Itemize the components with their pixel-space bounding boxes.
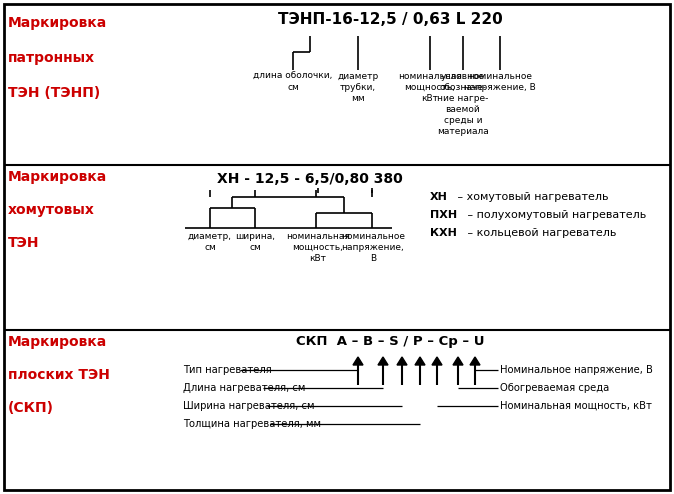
Text: Обогреваемая среда: Обогреваемая среда [500, 383, 609, 393]
Text: номинальное
напряжение,
В: номинальное напряжение, В [341, 232, 405, 263]
Text: Тип нагревателя: Тип нагревателя [183, 365, 272, 375]
Text: ПХН: ПХН [430, 210, 457, 220]
Text: Номинальная мощность, кВт: Номинальная мощность, кВт [500, 401, 652, 411]
Polygon shape [453, 357, 463, 365]
Text: длина оболочки,
см: длина оболочки, см [253, 72, 333, 92]
Bar [185, 193, 395, 238]
Text: Маркировка: Маркировка [8, 170, 107, 184]
Polygon shape [378, 357, 388, 365]
Polygon shape [432, 357, 442, 365]
Text: – полухомутовый нагреватель: – полухомутовый нагреватель [464, 210, 646, 220]
Polygon shape [415, 357, 425, 365]
Text: Толщина нагревателя, мм: Толщина нагревателя, мм [183, 419, 321, 429]
Text: Маркировка: Маркировка [8, 16, 107, 30]
Text: – кольцевой нагреватель: – кольцевой нагреватель [464, 228, 617, 238]
Text: Длина нагревателя, см: Длина нагревателя, см [183, 383, 305, 393]
Text: Маркировка: Маркировка [8, 335, 107, 349]
Text: условное
обозначе-
ние нагре-
ваемой
среды и
материала: условное обозначе- ние нагре- ваемой сре… [437, 72, 489, 136]
Text: диаметр,
см: диаметр, см [188, 232, 232, 252]
Text: Ширина нагревателя, см: Ширина нагревателя, см [183, 401, 315, 411]
Text: номинальная
мощность,
кВт: номинальная мощность, кВт [398, 72, 462, 103]
Text: ТЭНП-16-12,5 / 0,63 L 220: ТЭНП-16-12,5 / 0,63 L 220 [278, 12, 502, 27]
Polygon shape [470, 357, 480, 365]
Text: ХН - 12,5 - 6,5/0,80 380: ХН - 12,5 - 6,5/0,80 380 [217, 172, 403, 186]
Text: – хомутовый нагреватель: – хомутовый нагреватель [454, 192, 609, 202]
Text: КХН: КХН [430, 228, 457, 238]
Text: ТЭН: ТЭН [8, 236, 40, 250]
Text: ХН: ХН [430, 192, 448, 202]
Polygon shape [397, 357, 407, 365]
Text: ширина,
см: ширина, см [235, 232, 275, 252]
Text: номинальная
мощность,
кВт: номинальная мощность, кВт [286, 232, 350, 263]
Text: плоских ТЭН: плоских ТЭН [8, 368, 110, 382]
Text: (СКП): (СКП) [8, 401, 54, 415]
Polygon shape [353, 357, 363, 365]
Text: ТЭН (ТЭНП): ТЭН (ТЭНП) [8, 86, 100, 100]
Text: номинальное
напряжение, В: номинальное напряжение, В [464, 72, 536, 92]
Text: патронных: патронных [8, 51, 95, 65]
Text: Номинальное напряжение, В: Номинальное напряжение, В [500, 365, 653, 375]
Text: хомутовых: хомутовых [8, 203, 95, 217]
Text: СКП  А – В – S / P – Ср – U: СКП А – В – S / P – Ср – U [296, 335, 484, 348]
Text: диаметр
трубки,
мм: диаметр трубки, мм [338, 72, 379, 103]
